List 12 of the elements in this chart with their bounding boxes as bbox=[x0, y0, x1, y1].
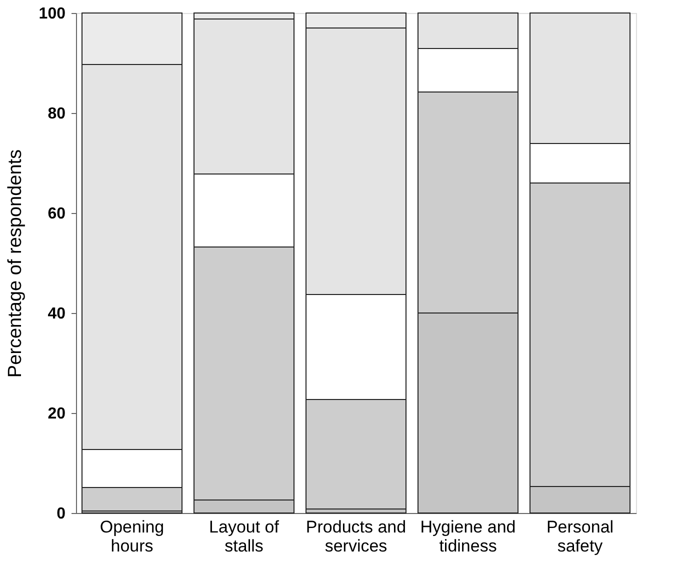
x-tick-label: Personal safety bbox=[546, 518, 614, 556]
y-axis-title: Percentage of respondents bbox=[4, 149, 26, 378]
y-tick-label: 40 bbox=[48, 306, 66, 322]
y-tick-label: 20 bbox=[48, 406, 66, 422]
y-tick-label: 0 bbox=[56, 506, 66, 522]
x-tick-label: Opening hours bbox=[100, 518, 164, 556]
y-tick-label: 100 bbox=[38, 6, 66, 22]
x-tick-label: Hygiene and tidiness bbox=[420, 518, 516, 556]
x-tick-label: Layout of stalls bbox=[209, 518, 280, 556]
y-tick-label: 80 bbox=[48, 106, 66, 122]
y-tick-label: 60 bbox=[48, 206, 66, 222]
x-tick-label: Products and services bbox=[306, 518, 406, 556]
